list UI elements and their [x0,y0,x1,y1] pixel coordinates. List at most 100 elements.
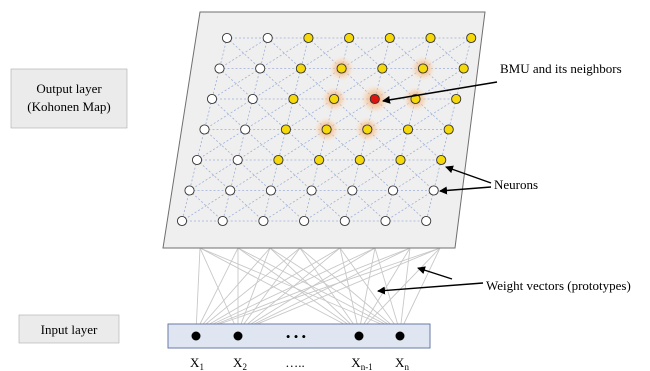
grid-line [189,159,238,191]
grid-line [352,190,386,222]
grid-line [448,98,457,130]
grid-line [440,129,450,161]
weight-line [237,247,301,333]
neuron [321,124,332,135]
grid-line [259,37,309,69]
grid-line [219,37,268,69]
weight-line [195,247,201,333]
neuron [410,93,421,105]
grid-line [344,190,353,222]
weight-line [237,247,441,333]
grid-line [400,159,434,191]
grid-line [211,68,261,100]
neuron [303,32,314,44]
grid-line [344,190,394,222]
grid-line [270,159,320,191]
bmu-annotation: BMU and its neighbors [500,61,622,76]
grid-line [252,98,287,130]
neuron [417,63,429,74]
grid-line [278,129,287,161]
grid-line [348,37,383,69]
grid-line [219,37,228,69]
neuron [199,124,210,135]
neuron [191,154,203,166]
neuron [354,154,365,166]
grid-line [300,37,350,69]
grid-line [211,98,246,130]
weights-annotation: Weight vectors (prototypes) [486,278,631,293]
neuron [265,185,276,196]
neuron [214,63,225,74]
grid-line [196,129,246,161]
grid-line [385,190,394,222]
weight-line [358,247,376,333]
neuron [443,124,454,135]
grid-line [351,159,361,191]
grid-line [311,190,346,222]
grid-line [229,190,264,222]
weight-line [237,247,376,333]
weight-line [237,247,341,333]
grid-line [237,159,272,191]
neuron [421,215,432,227]
neuron [387,185,399,196]
weight-line [339,247,401,333]
neuron [402,124,414,135]
neuron [206,93,218,105]
weight-line [199,247,360,333]
neuron [176,215,188,227]
neuron [458,63,469,74]
weight-line [237,247,411,333]
grid-line [229,159,239,191]
weight-line [195,247,301,333]
grid-line [400,129,449,161]
neuron [184,185,195,196]
grid-line [204,98,253,130]
neurons-arrow-lower [439,186,492,195]
grid-line [381,37,391,69]
grid-line [237,129,287,161]
neuron [428,185,439,196]
grid-line [341,37,350,69]
grid-line [219,68,253,100]
output-layer-label-line2: (Kohonen Map) [27,99,110,114]
grid-line [267,37,302,69]
grid-line [181,190,231,222]
grid-line [244,129,279,161]
weight-line [339,247,360,333]
grid-line [415,68,464,100]
weight-line [195,247,376,333]
input-layer-box [18,314,120,344]
grid-line [259,37,269,69]
neuron [299,215,310,227]
weight-line [237,247,271,333]
grid-line [211,68,220,100]
grid-line [204,129,238,161]
neuron [314,154,325,166]
neuron [395,154,406,166]
input-node-xn-1 [354,331,364,341]
weight-line [399,247,441,333]
weight-line [195,247,441,333]
input-layer-bar [167,323,431,349]
neuron [339,215,350,227]
weight-line [299,247,360,333]
neuron [280,124,291,135]
grid-line [229,159,279,191]
input-label-xn: Xn [395,355,409,371]
grid-line [455,68,465,100]
grid-line [425,190,435,222]
grid-line [303,190,312,222]
grid-line [422,37,472,69]
grid-line [222,190,272,222]
input-label-x2: X2 [233,355,247,371]
weight-line [399,247,411,333]
neuron [362,124,373,135]
grid-line [422,68,457,100]
neuron [247,93,258,105]
weight-line [195,247,239,333]
neuron [258,215,269,227]
grid-line [285,129,320,161]
neuron [273,154,284,166]
neuron [232,154,243,166]
